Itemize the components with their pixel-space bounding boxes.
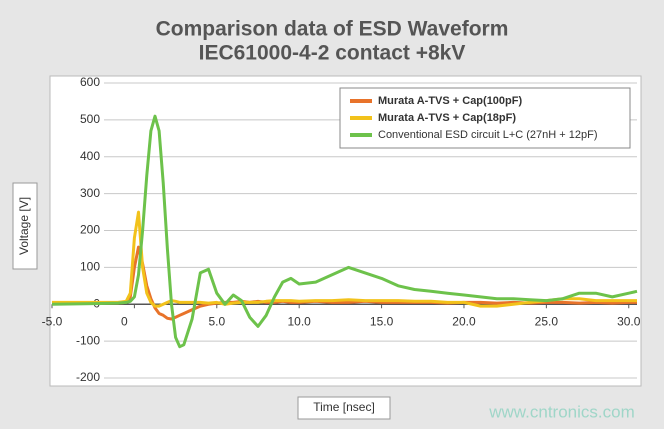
y-tick-label: 200: [80, 223, 100, 237]
series-line: [51, 114, 638, 349]
legend-label: Murata A-TVS + Cap(18pF): [378, 112, 516, 124]
y-axis-label: Voltage [V]: [17, 197, 31, 255]
series-line: [52, 210, 637, 308]
x-tick-label: 5.0: [208, 314, 225, 328]
chart-subtitle: IEC61000-4-2 contact +8kV: [199, 42, 466, 65]
watermark: www.cntronics.com: [488, 402, 634, 421]
y-tick-label: 400: [80, 149, 100, 163]
x-tick-label: 15.0: [370, 314, 394, 328]
y-tick-label: 500: [80, 112, 100, 126]
x-tick-label: 0: [121, 314, 128, 328]
y-tick-label: -200: [76, 370, 100, 384]
legend-label: Conventional ESD circuit L+C (27nH + 12p…: [378, 129, 598, 141]
y-tick-label: 600: [80, 75, 100, 89]
y-tick-label: 300: [80, 186, 100, 200]
legend-box: [339, 87, 631, 149]
legend-label: Murata A-TVS + Cap(100pF): [378, 95, 522, 107]
x-tick-label: 30.0: [617, 314, 641, 328]
x-tick-label: 10.0: [288, 314, 312, 328]
chart-title: Comparison data of ESD Waveform: [156, 18, 509, 41]
x-label-box: [297, 396, 391, 420]
y-tick-label: -100: [76, 333, 100, 347]
y-tick-label: 100: [80, 260, 100, 274]
x-tick-label: 20.0: [452, 314, 476, 328]
x-axis-label: Time [nsec]: [313, 400, 375, 414]
x-tick-label: 25.0: [535, 314, 559, 328]
x-tick-label: -5.0: [42, 314, 63, 328]
y-label-box: [12, 182, 38, 270]
